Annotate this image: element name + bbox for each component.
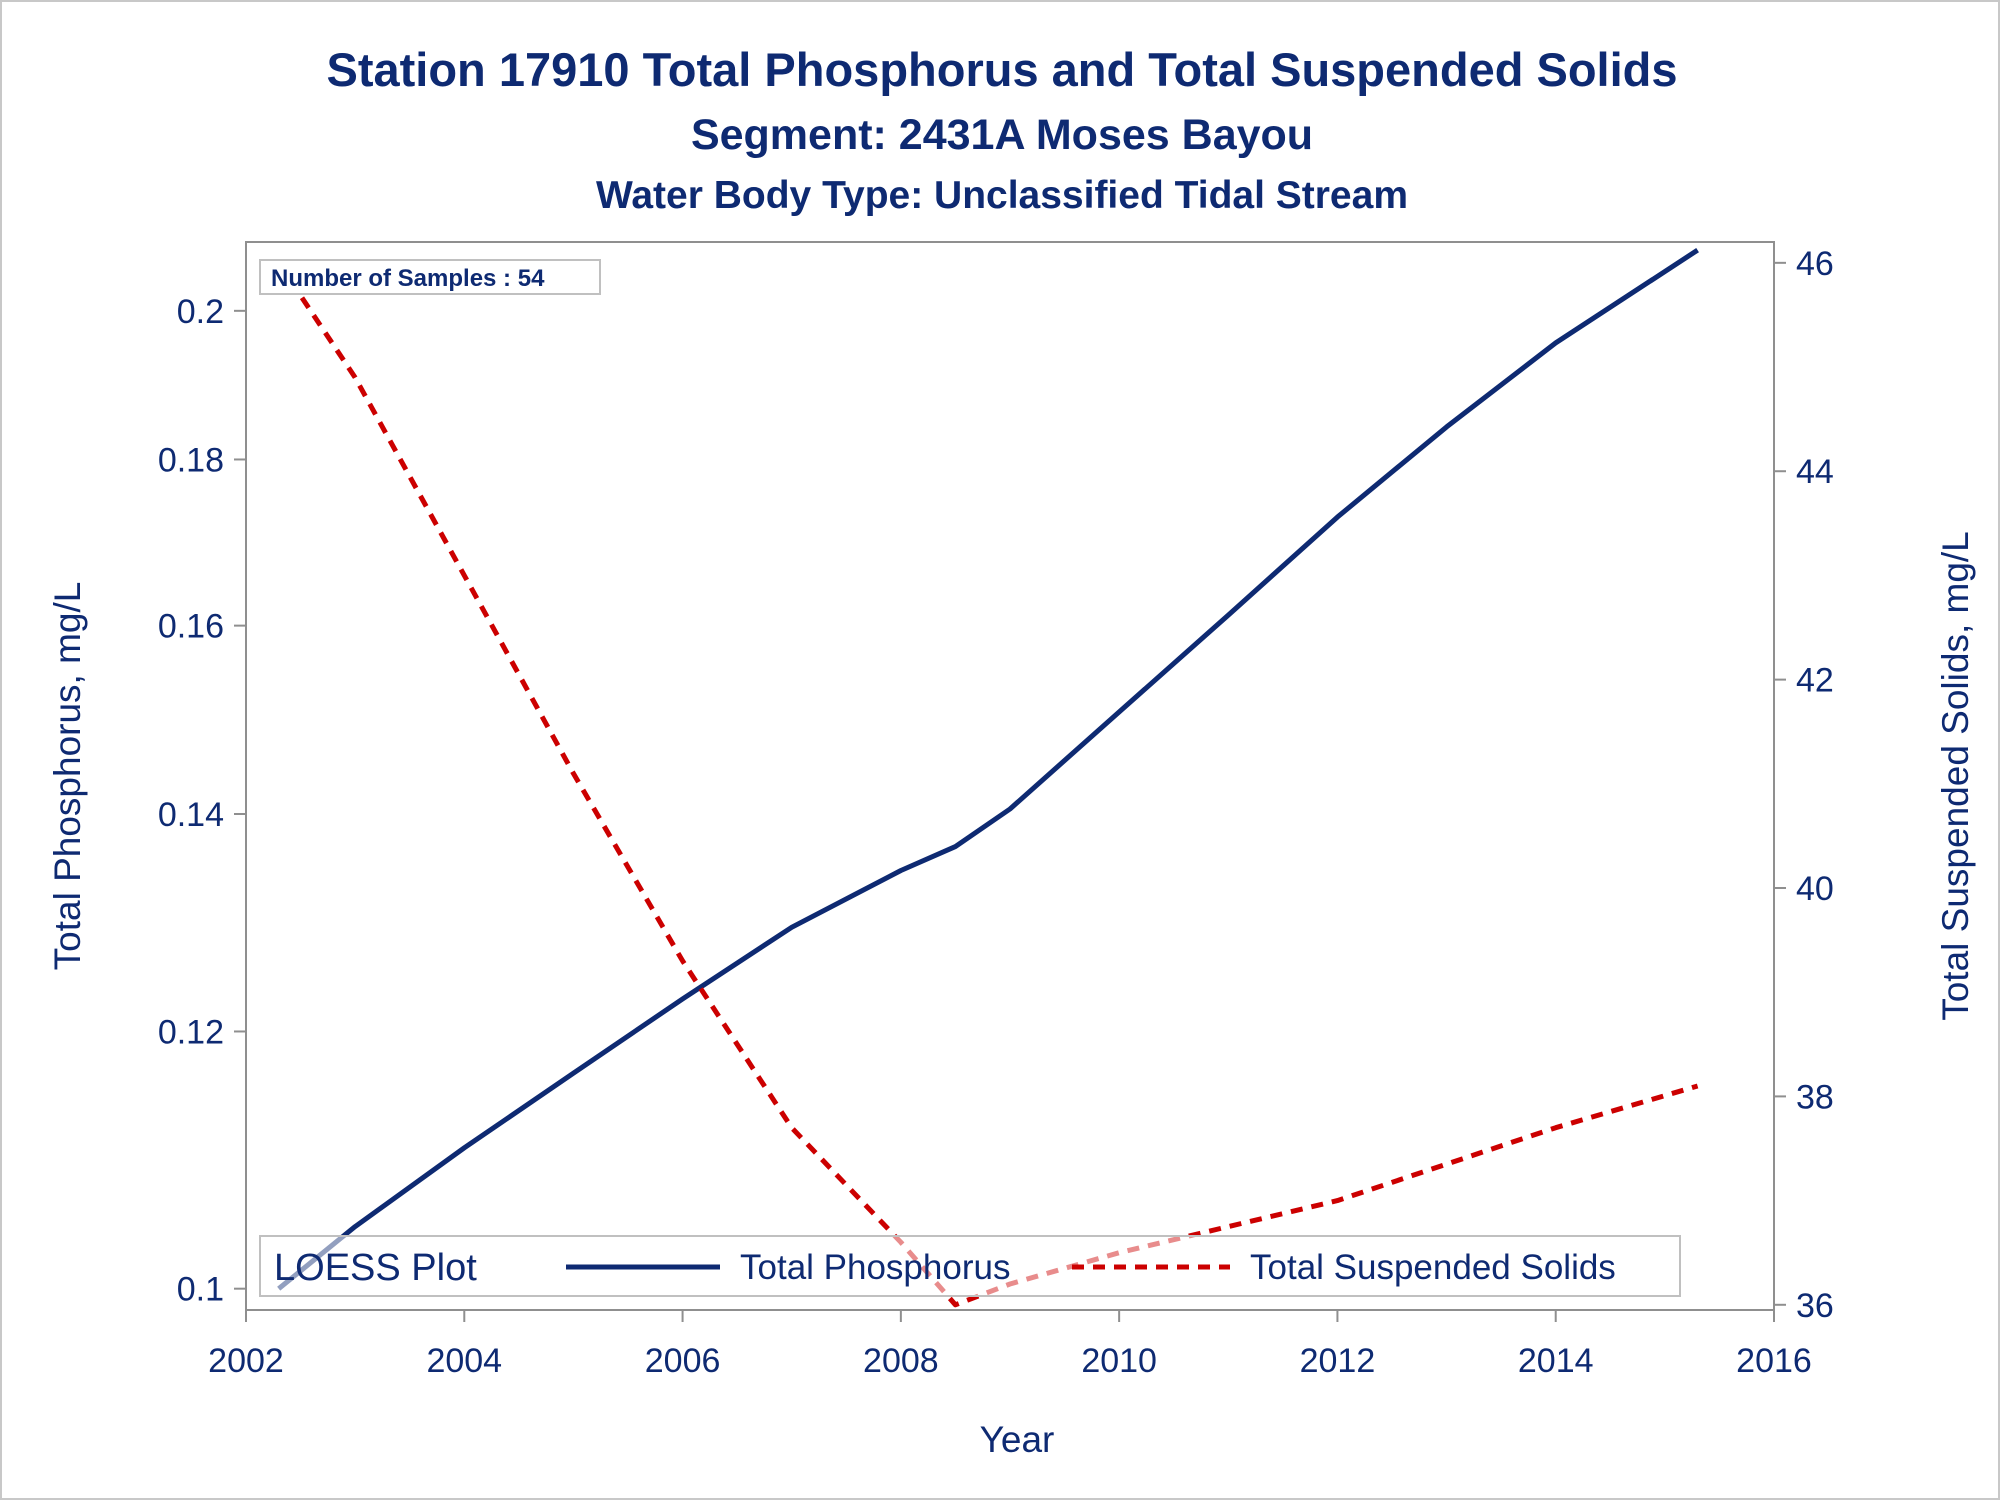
x-tick-label-2016: 2016	[1736, 1342, 1812, 1380]
chart-title: Station 17910 Total Phosphorus and Total…	[327, 43, 1678, 96]
y-left-tick-label-0-12: 0.12	[158, 1013, 224, 1051]
legend-box	[259, 1235, 1681, 1297]
y-right-tick-label-42: 42	[1796, 662, 1834, 700]
plot-area	[245, 241, 1775, 1311]
chart-subtitle-2: Water Body Type: Unclassified Tidal Stre…	[596, 174, 1408, 217]
y-axis-left-label: Total Phosphorus, mg/L	[47, 582, 88, 971]
sample-count-box	[259, 259, 601, 295]
y-left-tick-label-0-14: 0.14	[158, 796, 224, 834]
x-tick-label-2004: 2004	[426, 1342, 502, 1380]
x-tick-label-2010: 2010	[1081, 1342, 1157, 1380]
y-right-tick-label-40: 40	[1796, 870, 1834, 908]
y-left-tick-label-0-2: 0.2	[177, 293, 224, 331]
y-right-tick-label-46: 46	[1796, 245, 1834, 283]
series-layer	[276, 248, 1699, 1308]
y-right-tick-label-36: 36	[1796, 1287, 1834, 1325]
x-tick-label-2012: 2012	[1300, 1342, 1376, 1380]
y-right-tick-label-44: 44	[1796, 453, 1834, 491]
y-axis-right-label: Total Suspended Solids, mg/L	[1935, 531, 1976, 1021]
x-tick-label-2008: 2008	[863, 1342, 939, 1380]
series-line-total-phosphorus	[277, 248, 1699, 1291]
x-tick-label-2002: 2002	[208, 1342, 284, 1380]
legend-entry-total-suspended-solids: Total Suspended Solids	[1250, 1248, 1616, 1287]
legend-entry-total-phosphorus: Total Phosphorus	[740, 1248, 1010, 1287]
x-axis-label: Year	[980, 1419, 1055, 1460]
y-left-tick-label-0-1: 0.1	[177, 1271, 224, 1309]
y-axis-right: 36 38 40 42 44 46	[1774, 245, 1834, 1325]
x-axis: 2002 2004 2006 2008 2010 2012 2014 2016	[208, 1310, 1812, 1380]
y-axis-left: 0.1 0.12 0.14 0.16 0.18 0.2	[158, 293, 246, 1309]
x-tick-label-2006: 2006	[645, 1342, 721, 1380]
series-line-total-suspended-solids	[276, 261, 1699, 1308]
y-right-tick-label-38: 38	[1796, 1078, 1834, 1116]
x-tick-label-2014: 2014	[1518, 1342, 1594, 1380]
legend-title: LOESS Plot	[274, 1247, 477, 1289]
chart-subtitle: Segment: 2431A Moses Bayou	[691, 111, 1313, 159]
y-left-tick-label-0-16: 0.16	[158, 608, 224, 646]
y-left-tick-label-0-18: 0.18	[158, 441, 224, 479]
sample-count-text: Number of Samples : 54	[271, 265, 545, 292]
